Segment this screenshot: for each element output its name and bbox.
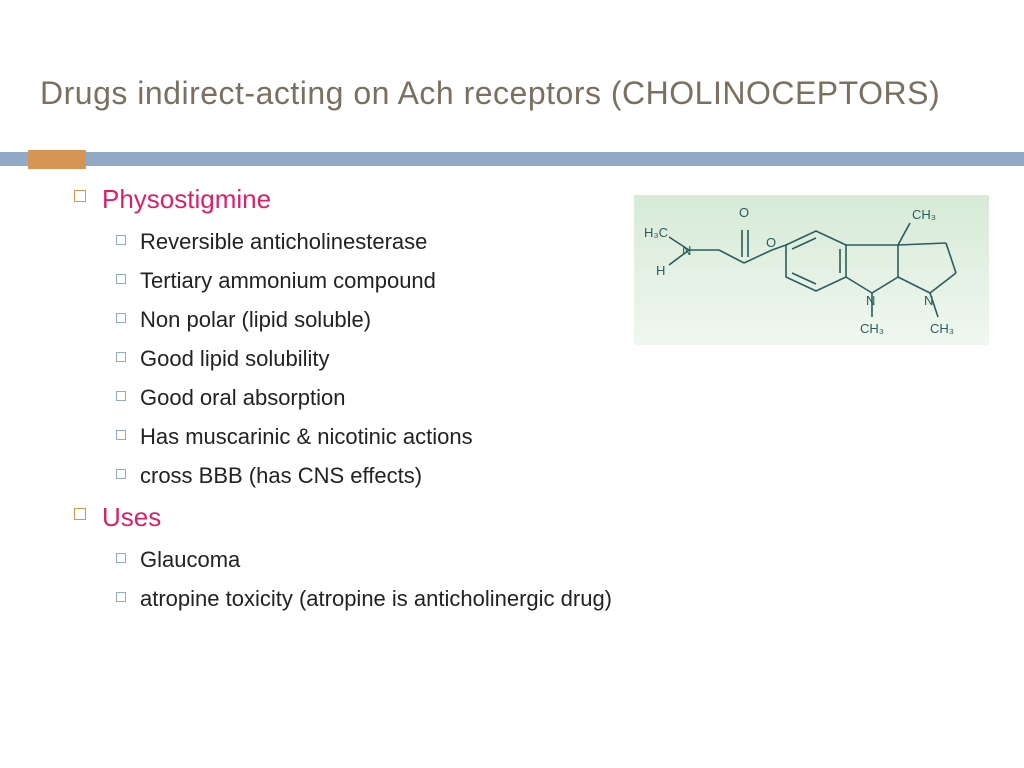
accent-block [28,150,86,169]
atom-label: O [739,205,749,220]
atom-label: CH₃ [860,321,884,336]
bullet-square-icon [116,553,126,563]
atom-label: CH₃ [930,321,954,336]
list-item: atropine toxicity (atropine is anticholi… [116,586,984,612]
bullet-square-icon [116,235,126,245]
item-text: Good oral absorption [140,385,345,411]
item-text: atropine toxicity (atropine is anticholi… [140,586,612,612]
atom-label: N [924,293,933,308]
slide-title: Drugs indirect-acting on Ach receptors (… [40,75,940,112]
atom-label: H₃C [644,225,668,240]
molecule-svg: O H₃C H N O N CH₃ N CH₃ CH₃ [634,195,989,345]
bullet-square-icon [116,469,126,479]
atom-label: N [682,243,691,258]
bullet-square-icon [116,313,126,323]
bullet-square-icon [116,592,126,602]
item-text: Has muscarinic & nicotinic actions [140,424,473,450]
section-heading: Uses [102,502,161,533]
bullet-square-icon [74,190,86,202]
item-text: Good lipid solubility [140,346,330,372]
section-heading: Physostigmine [102,184,271,215]
bullet-square-icon [116,274,126,284]
list-item: Good oral absorption [116,385,984,411]
bullet-square-icon [116,430,126,440]
list-item: Good lipid solubility [116,346,984,372]
molecule-diagram: O H₃C H N O N CH₃ N CH₃ CH₃ [634,195,989,345]
item-text: Non polar (lipid soluble) [140,307,371,333]
bullet-square-icon [74,508,86,520]
section-heading-row: Uses [74,502,984,533]
atom-label: O [766,235,776,250]
title-band [0,152,1024,166]
item-text: cross BBB (has CNS effects) [140,463,422,489]
atom-label: N [866,293,875,308]
atom-label: H [656,263,665,278]
section-items: Glaucoma atropine toxicity (atropine is … [116,547,984,612]
item-text: Tertiary ammonium compound [140,268,436,294]
item-text: Reversible anticholinesterase [140,229,427,255]
list-item: Has muscarinic & nicotinic actions [116,424,984,450]
bullet-square-icon [116,391,126,401]
item-text: Glaucoma [140,547,240,573]
list-item: cross BBB (has CNS effects) [116,463,984,489]
atom-label: CH₃ [912,207,936,222]
bullet-square-icon [116,352,126,362]
list-item: Glaucoma [116,547,984,573]
